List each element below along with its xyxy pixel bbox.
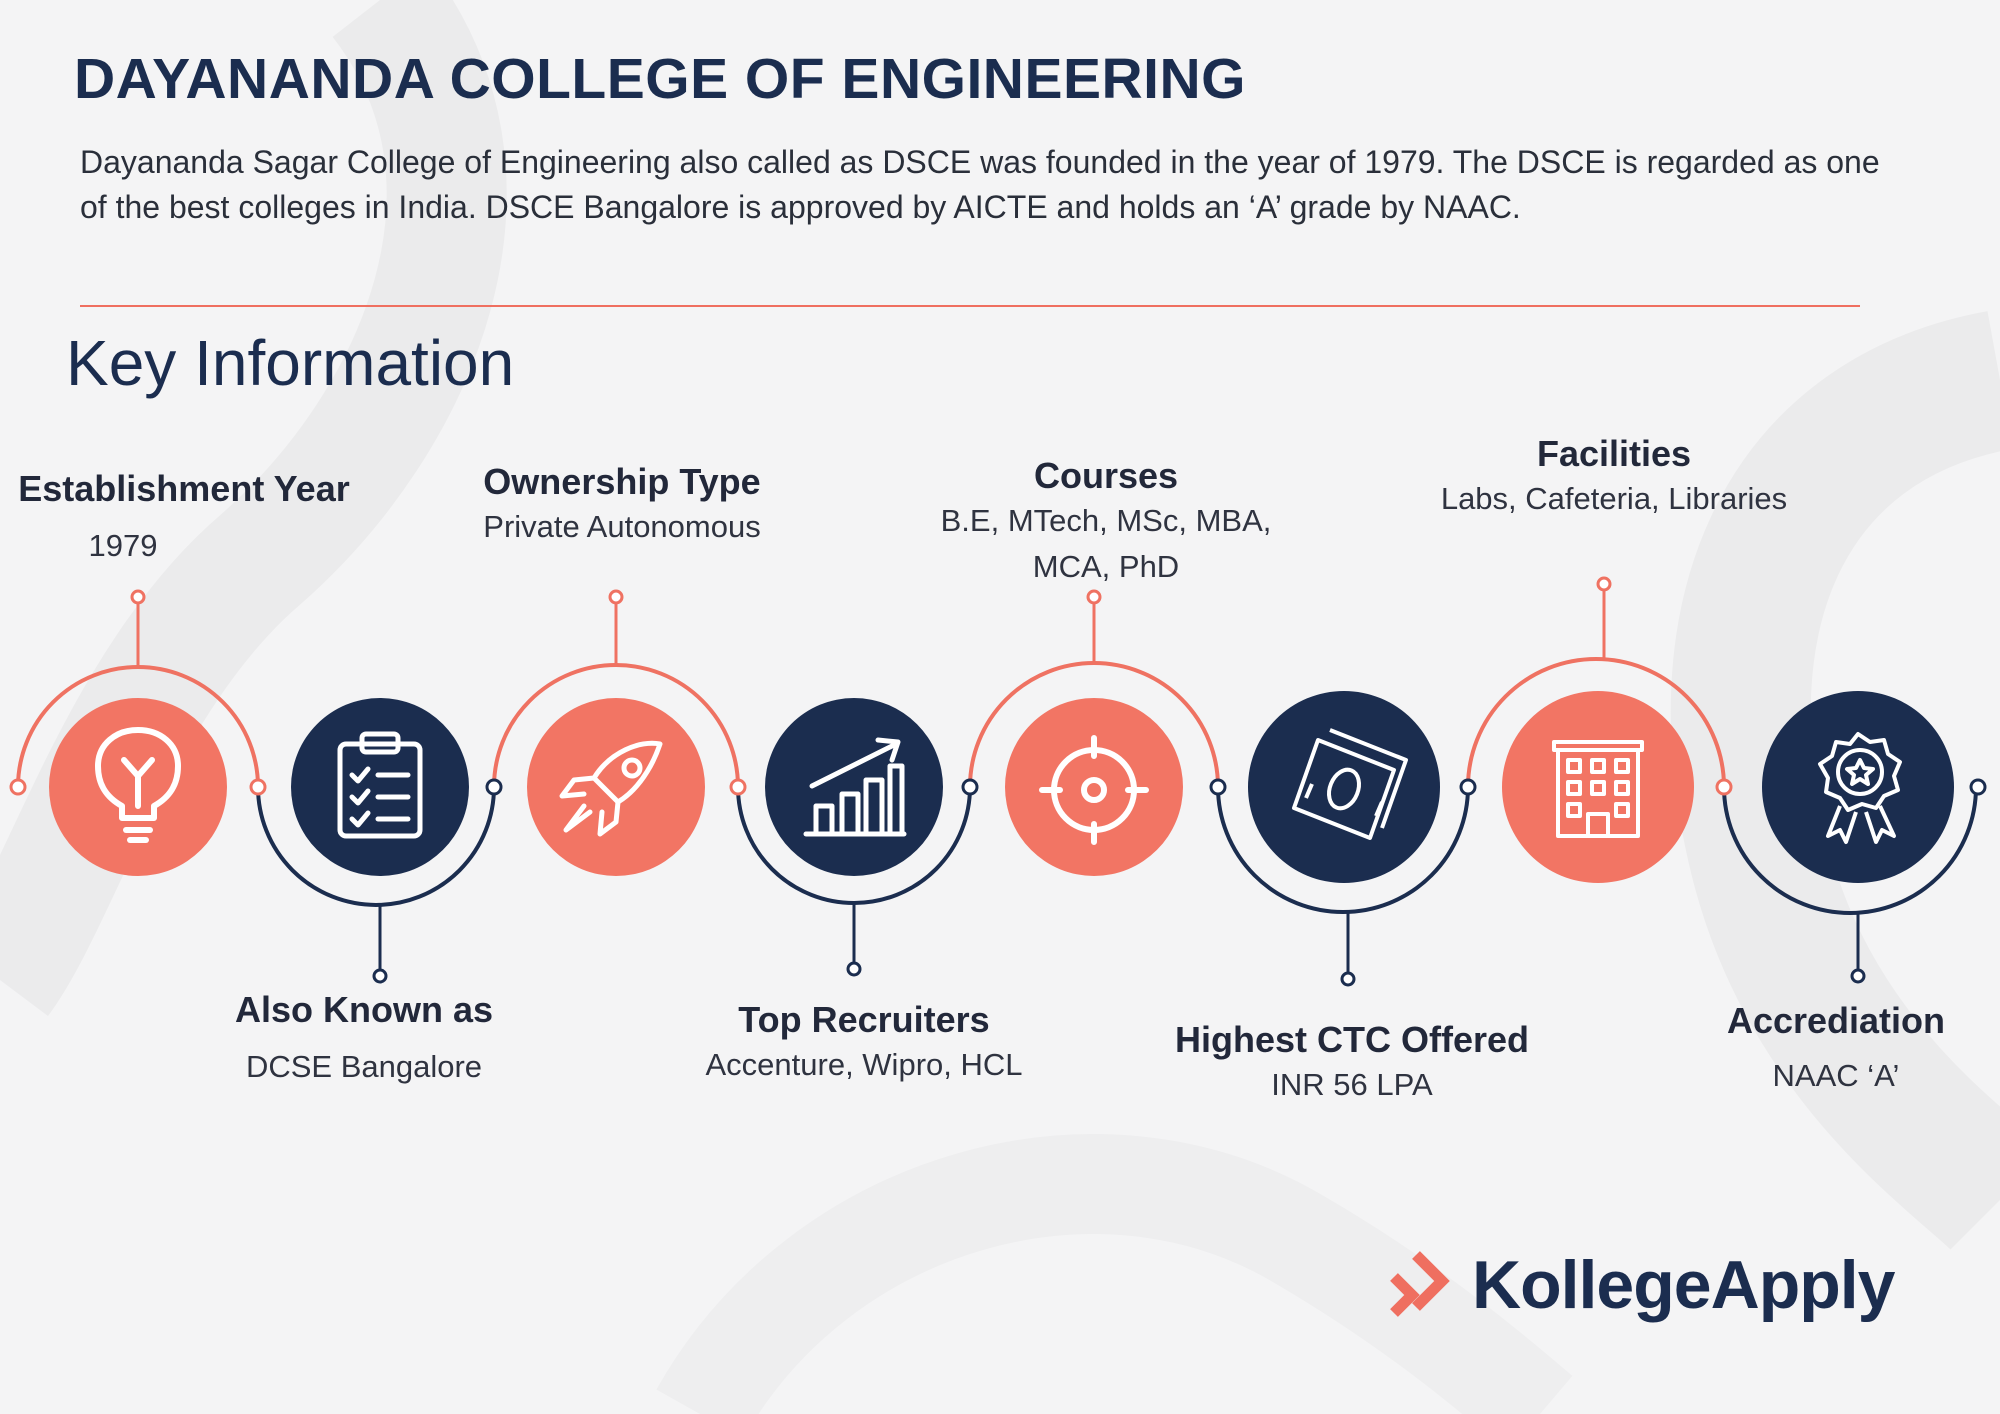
info-value: DCSE Bangalore xyxy=(245,1049,483,1084)
info-title: Facilities xyxy=(1536,433,1692,474)
info-title: Accrediation xyxy=(1726,1000,1946,1041)
section-heading: Key Information xyxy=(66,327,515,399)
timeline-arc-8 xyxy=(1722,786,1978,915)
info-accreditation: Accrediation NAAC ‘A’ xyxy=(1727,999,1945,1099)
info-value: Private Autonomous xyxy=(483,509,761,544)
timeline-arc-4 xyxy=(736,786,972,905)
money-icon xyxy=(1248,691,1440,883)
info-value: 1979 xyxy=(88,528,158,563)
info-courses: Courses B.E, MTech, MSc, MBA, MCA, PhD xyxy=(941,454,1272,590)
info-title: Courses xyxy=(1033,455,1179,496)
building-icon xyxy=(1502,691,1694,883)
target-icon xyxy=(1005,698,1183,876)
info-title: Highest CTC Offered xyxy=(1174,1019,1530,1060)
info-title: Ownership Type xyxy=(483,461,761,502)
brand-name: KollegeApply xyxy=(1472,1247,1895,1323)
kollegeapply-brand: KollegeApply xyxy=(1380,1240,1895,1330)
kollegeapply-logo-icon xyxy=(1390,1251,1450,1317)
info-facilities: Facilities Labs, Cafeteria, Libraries xyxy=(1441,432,1787,522)
info-top-recruiters: Top Recruiters Accenture, Wipro, HCL xyxy=(706,998,1023,1088)
info-title: Establishment Year xyxy=(18,468,350,509)
clipboard-checklist-icon xyxy=(291,698,469,876)
lightbulb-icon xyxy=(49,698,227,876)
section-divider xyxy=(80,305,1860,307)
timeline-arc-2 xyxy=(256,786,496,907)
timeline-arc-6 xyxy=(1216,786,1470,914)
info-value-line-2: MCA, PhD xyxy=(1032,549,1180,584)
info-establishment-year: Establishment Year 1979 xyxy=(18,467,350,569)
info-title: Top Recruiters xyxy=(738,999,990,1040)
info-value: Labs, Cafeteria, Libraries xyxy=(1440,481,1788,516)
growth-chart-icon xyxy=(765,698,943,876)
info-title: Also Known as xyxy=(234,989,494,1030)
award-badge-icon xyxy=(1762,691,1954,883)
college-description: Dayananda Sagar College of Engineering a… xyxy=(80,144,1880,225)
info-highest-ctc: Highest CTC Offered INR 56 LPA xyxy=(1175,1018,1529,1108)
info-ownership-type: Ownership Type Private Autonomous xyxy=(483,460,760,550)
info-value: NAAC ‘A’ xyxy=(1772,1058,1900,1093)
info-also-known-as: Also Known as DCSE Bangalore xyxy=(235,988,493,1090)
info-value-line-1: B.E, MTech, MSc, MBA, xyxy=(940,503,1272,538)
info-value: INR 56 LPA xyxy=(1271,1067,1433,1102)
page-title: DAYANANDA COLLEGE OF ENGINEERING xyxy=(74,47,1246,111)
rocket-icon xyxy=(527,698,705,876)
info-value: Accenture, Wipro, HCL xyxy=(705,1047,1023,1082)
timeline-arc-7 xyxy=(1466,657,1726,788)
